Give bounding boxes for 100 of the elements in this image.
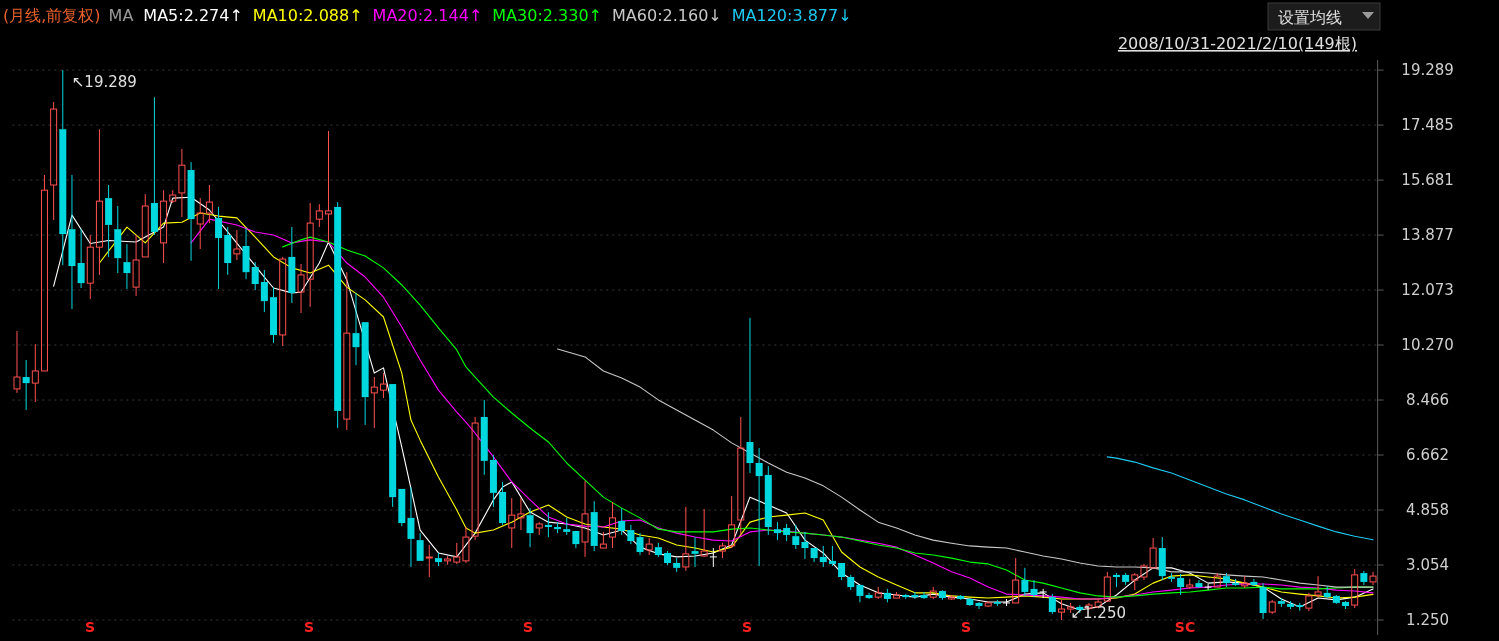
candlestick: [654, 542, 662, 558]
candlestick: [224, 226, 232, 276]
candlestick: [801, 531, 809, 560]
candlestick: [1021, 567, 1029, 597]
candlestick: [627, 524, 635, 545]
candlestick: [1112, 572, 1120, 588]
candlestick: [59, 69, 67, 266]
y-tick-label: 8.466: [1406, 391, 1450, 410]
candlestick: [517, 497, 525, 531]
candlestick: [1277, 597, 1285, 608]
candlestick: [1342, 602, 1350, 610]
annotation: S: [303, 619, 315, 635]
candlestick: [1259, 582, 1267, 620]
candlestick: [86, 234, 94, 300]
candlestick: [499, 481, 507, 526]
candlestick: [178, 148, 186, 218]
candlestick: [352, 292, 360, 366]
text: MA120:3.877↓: [731, 6, 852, 25]
candlestick: [205, 184, 213, 224]
chart-title: (月线,前复权): [3, 6, 101, 25]
candlestick: [306, 202, 314, 308]
candlestick: [581, 480, 589, 558]
candlestick: [508, 497, 516, 549]
candlestick: [993, 599, 1001, 607]
candlestick: [160, 189, 168, 264]
candlestick: [68, 174, 76, 310]
y-tick-label: 6.662: [1406, 446, 1450, 465]
candlestick: [22, 359, 30, 411]
y-tick-label: 19.289: [1401, 61, 1454, 80]
candlestick: [737, 416, 745, 536]
candlestick: [407, 486, 415, 568]
y-tick-label: 12.073: [1401, 281, 1454, 300]
annotation: ↖19.289: [71, 73, 137, 92]
candlestick: [883, 588, 891, 603]
candlestick: [334, 201, 342, 429]
candlestick: [325, 130, 332, 244]
candlestick: [664, 550, 672, 566]
y-tick-label: 3.054: [1406, 556, 1450, 575]
candlestick: [1167, 572, 1175, 583]
annotation: S: [741, 619, 753, 635]
candlestick: [966, 598, 974, 606]
candlestick: [1204, 583, 1212, 591]
candlestick: [1287, 600, 1295, 610]
candlestick: [132, 234, 140, 297]
annotation: S: [522, 619, 534, 635]
candlestick: [1177, 573, 1185, 596]
candlestick: [1332, 595, 1340, 603]
candlestick: [297, 263, 305, 314]
candlestick: [590, 500, 598, 552]
candlestick: [764, 465, 772, 536]
candlestick: [920, 591, 928, 599]
candlestick: [489, 454, 497, 508]
annotation: S: [84, 619, 96, 635]
candlestick: [755, 447, 763, 567]
candlestick: [1296, 602, 1304, 612]
annotation: SC: [1174, 619, 1196, 635]
candlestick: [215, 206, 223, 290]
y-tick-label: 1.250: [1406, 611, 1450, 629]
candlestick: [902, 595, 910, 600]
candlestick: [270, 286, 278, 344]
candlestick: [554, 521, 562, 534]
candlestick: [1158, 536, 1166, 581]
text: MA20:2.144↑: [372, 6, 483, 25]
candlestick: [1048, 593, 1056, 615]
candlestick: [233, 229, 241, 261]
candlestick: [13, 330, 21, 394]
candlestick: [1195, 579, 1203, 588]
candlestick: [95, 128, 103, 276]
candlestick: [673, 557, 681, 573]
y-tick-label: 15.681: [1401, 171, 1454, 190]
candlestick: [847, 574, 855, 591]
candlestick: [260, 269, 268, 313]
annotation: S: [960, 619, 972, 635]
candlestick: [975, 602, 983, 610]
text: MA5:2.274↑: [143, 6, 243, 25]
candlestick: [957, 595, 965, 599]
candlestick: [242, 227, 250, 280]
candlestick: [343, 271, 351, 431]
candlestick: [123, 243, 131, 290]
candlestick: [911, 591, 919, 600]
candlestick: [1030, 579, 1038, 598]
text: MA30:2.330↑: [492, 6, 603, 25]
candlestick: [773, 521, 781, 541]
candlestick: [187, 161, 195, 262]
candlestick: [828, 545, 836, 567]
legend-title: MA: [108, 6, 134, 25]
candlestick: [370, 376, 378, 429]
y-tick-label: 13.877: [1401, 226, 1454, 245]
candlestick: [77, 228, 85, 289]
y-tick-label: 4.858: [1406, 501, 1450, 520]
y-tick-label: 10.270: [1401, 336, 1454, 355]
y-tick-label: 17.485: [1401, 116, 1454, 135]
candlestick: [288, 226, 296, 304]
candlestick: [1250, 578, 1258, 585]
candlestick: [938, 591, 946, 601]
candlestick: [1323, 585, 1331, 598]
candlestick: [544, 511, 552, 538]
candlestick: [1360, 570, 1368, 586]
text: MA60:2.160↓: [612, 6, 722, 25]
candlestick: [1232, 578, 1240, 585]
